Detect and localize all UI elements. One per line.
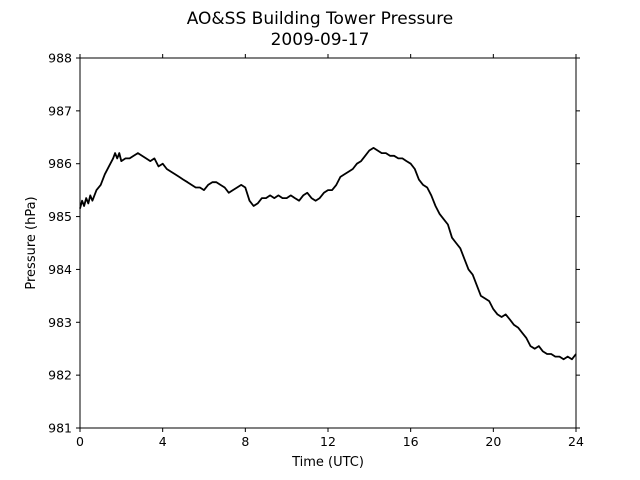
y-tick-label: 988 <box>48 51 72 66</box>
y-tick-label: 985 <box>48 209 72 224</box>
chart-subtitle: 2009-09-17 <box>271 30 370 50</box>
x-tick-label: 24 <box>568 434 584 449</box>
x-tick-label: 4 <box>159 434 167 449</box>
y-tick-label: 984 <box>48 262 72 277</box>
chart-title: AO&SS Building Tower Pressure <box>187 9 454 29</box>
y-tick-label: 983 <box>48 315 72 330</box>
y-tick-label: 986 <box>48 156 72 171</box>
pressure-series-line <box>79 147 577 361</box>
y-tick-label: 981 <box>48 421 72 436</box>
y-axis-label: Pressure (hPa) <box>24 196 39 289</box>
plot-frame <box>79 57 577 429</box>
x-tick-label: 16 <box>403 434 419 449</box>
y-tick-label: 982 <box>48 368 72 383</box>
x-tick-label: 8 <box>241 434 249 449</box>
x-axis-label: Time (UTC) <box>291 455 364 470</box>
x-tick-label: 20 <box>485 434 501 449</box>
y-tick-label: 987 <box>48 103 72 118</box>
x-tick-label: 0 <box>76 434 84 449</box>
x-tick-label: 12 <box>320 434 336 449</box>
x-axis-ticks: 0 4 8 12 16 20 24 <box>76 54 584 449</box>
y-axis-ticks: 981 982 983 984 985 986 987 988 <box>48 51 580 436</box>
